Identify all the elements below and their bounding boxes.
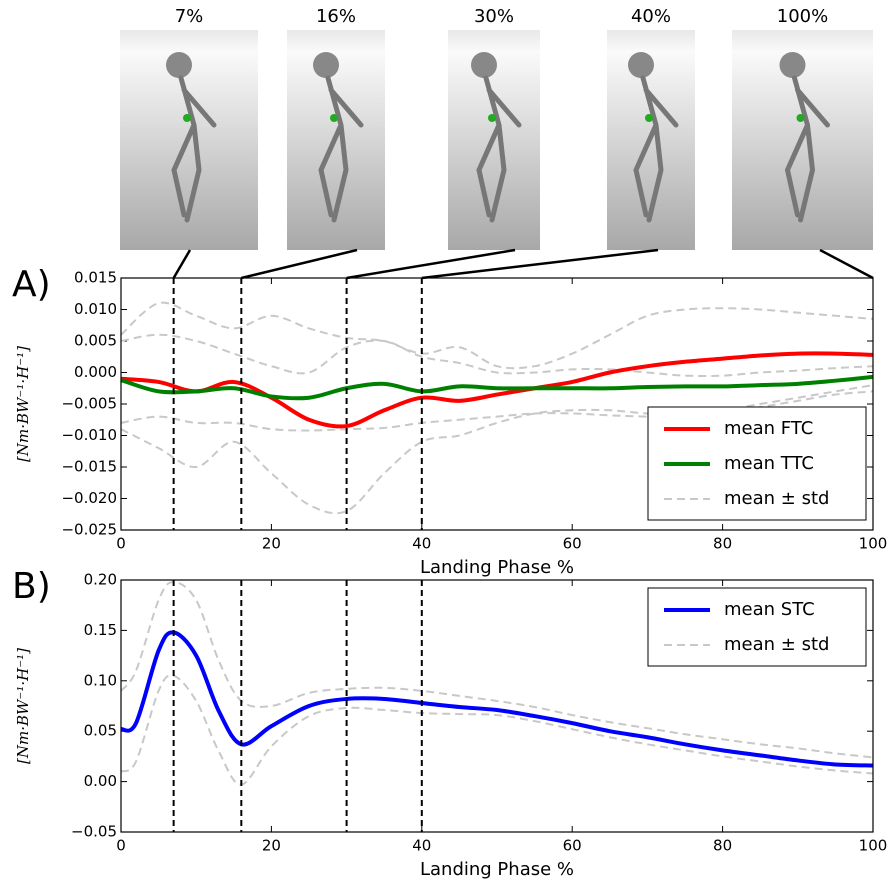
y-tick-label: −0.025 [61, 521, 117, 539]
skeleton-head [628, 52, 654, 78]
y-axis-label: [Nm·BW⁻¹·H⁻¹] [14, 346, 32, 462]
y-tick-label: −0.010 [61, 426, 117, 444]
connector [421, 248, 659, 280]
x-tick-label: 80 [713, 535, 732, 553]
x-tick-label: 0 [116, 535, 126, 553]
skeleton-head [779, 52, 806, 78]
x-tick-label: 100 [859, 535, 888, 553]
y-tick-label: 0.20 [84, 571, 117, 589]
plot-frame [120, 277, 874, 531]
x-tick-label: 100 [859, 837, 888, 855]
y-tick-label: 0.000 [74, 363, 117, 381]
frame-label: 7% [175, 6, 204, 27]
connector [241, 248, 358, 280]
x-axis-label: Landing Phase % [420, 557, 574, 578]
legend-label: mean STC [724, 599, 815, 620]
y-tick-label: −0.005 [61, 395, 117, 413]
marker [330, 114, 338, 122]
skeleton-head [313, 52, 339, 78]
marker [183, 114, 191, 122]
legend-label: mean FTC [724, 418, 813, 439]
x-tick-label: 0 [116, 837, 126, 855]
y-tick-label: −0.015 [61, 458, 117, 476]
y-tick-label: 0.05 [84, 722, 117, 740]
frame-label: 100% [777, 6, 828, 27]
marker [488, 114, 496, 122]
panel-label: A) [12, 264, 51, 305]
legend [647, 587, 867, 667]
legend-label: mean ± std [724, 634, 829, 655]
connector [172, 249, 192, 279]
x-tick-label: 40 [412, 837, 431, 855]
frame-label: 30% [474, 6, 514, 27]
x-axis-label: Landing Phase % [420, 859, 574, 880]
std-line [120, 333, 874, 378]
connector [346, 248, 516, 280]
skeleton-body [171, 75, 217, 223]
y-tick-label: 0.00 [84, 772, 117, 790]
std-line [120, 384, 874, 515]
x-tick-label: 20 [262, 837, 281, 855]
std-line [120, 674, 874, 786]
x-tick-label: 20 [262, 535, 281, 553]
panel-label: B) [12, 566, 51, 607]
y-tick-label: 0.005 [74, 332, 117, 350]
x-tick-label: 60 [563, 837, 582, 855]
skeleton-head [471, 52, 497, 78]
y-tick-label: 0.010 [74, 300, 117, 318]
legend-label: mean TTC [724, 453, 814, 474]
y-tick-label: 0.015 [74, 269, 117, 287]
skeleton-body [784, 75, 830, 223]
y-tick-label: 0.10 [84, 671, 117, 689]
x-tick-label: 60 [563, 535, 582, 553]
connector [819, 248, 874, 280]
legend-label: mean ± std [724, 488, 829, 509]
mean-line [120, 351, 874, 429]
std-line [120, 581, 874, 759]
marker [645, 114, 653, 122]
skeleton-body [318, 75, 364, 223]
frame-label: 40% [631, 6, 671, 27]
y-tick-label: −0.05 [71, 823, 117, 841]
std-line [120, 301, 874, 370]
skeleton-head [166, 52, 192, 78]
x-tick-label: 40 [412, 535, 431, 553]
marker [796, 114, 805, 122]
mean-line [120, 374, 874, 401]
skeleton-body [633, 75, 679, 223]
y-tick-label: −0.020 [61, 489, 117, 507]
skeleton-body [476, 75, 522, 223]
mean-line [120, 630, 874, 768]
y-tick-label: 0.15 [84, 621, 117, 639]
y-axis-label: [Nm·BW⁻¹·H⁻¹] [14, 648, 32, 764]
plot-frame [120, 579, 874, 833]
x-tick-label: 80 [713, 837, 732, 855]
frame-label: 16% [316, 6, 356, 27]
